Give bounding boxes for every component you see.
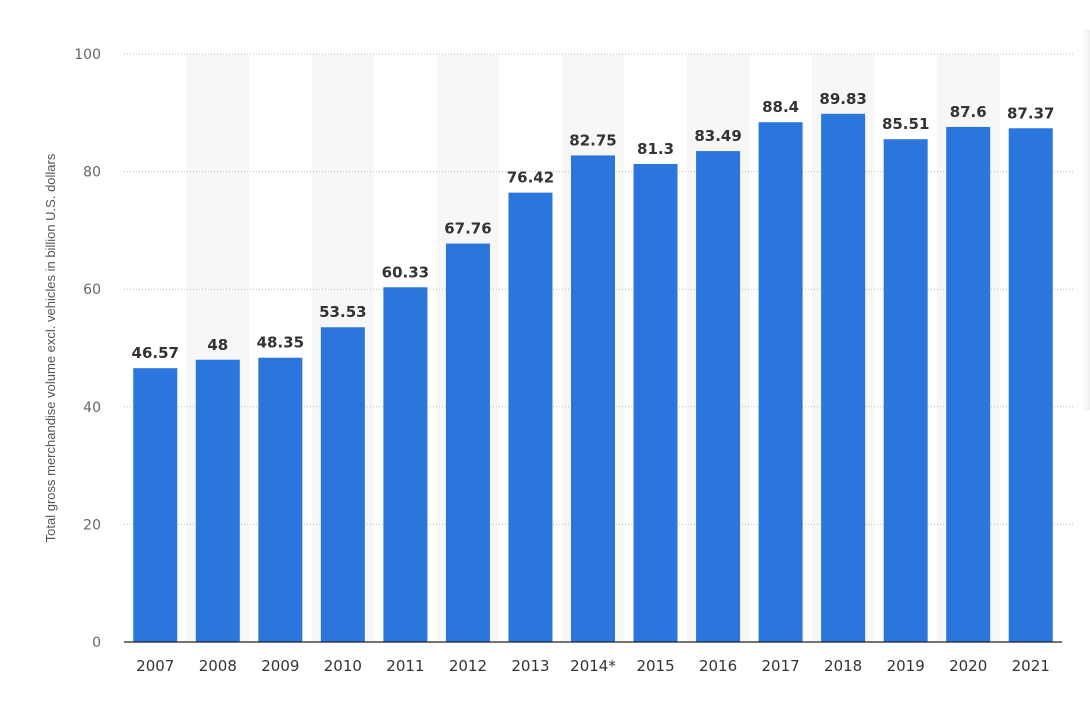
bar-value-label: 60.33	[382, 263, 429, 281]
bar-value-label: 53.53	[319, 303, 366, 321]
y-axis-title: Total gross merchandise volume excl. veh…	[43, 153, 58, 542]
y-axis-ticks: 0 20 40 60 80 100	[74, 47, 101, 651]
x-tick-label: 2016	[699, 657, 737, 675]
x-tick-label: 2015	[636, 657, 674, 675]
value-labels: 46.57 48 48.35 53.53 60.33 67.76 76.42 82.75 81.…	[132, 90, 1055, 362]
bar[interactable]	[195, 359, 240, 642]
bar[interactable]	[258, 357, 303, 642]
y-tick-label: 100	[74, 47, 101, 63]
bar[interactable]	[633, 163, 678, 642]
bar[interactable]	[133, 368, 178, 642]
bar[interactable]	[696, 151, 741, 642]
x-tick-label: 2017	[762, 657, 800, 675]
x-tick-label: 2008	[199, 657, 237, 675]
x-tick-label: 2020	[949, 657, 987, 675]
x-tick-label: 2009	[261, 657, 299, 675]
bar[interactable]	[383, 287, 428, 642]
bar[interactable]	[320, 327, 365, 642]
x-tick-label: 2021	[1012, 657, 1050, 675]
x-tick-label: 2018	[824, 657, 862, 675]
bar-value-label: 89.83	[819, 90, 866, 108]
bar-value-label: 85.51	[882, 115, 929, 133]
y-tick-label: 20	[83, 517, 101, 533]
x-tick-label: 2007	[136, 657, 174, 675]
bar[interactable]	[821, 113, 866, 642]
bar-value-label: 81.3	[637, 140, 674, 158]
y-tick-label: 0	[92, 635, 101, 651]
x-tick-label: 2014*	[570, 657, 616, 675]
bar-value-label: 76.42	[507, 169, 554, 187]
y-tick-label: 80	[83, 165, 101, 181]
bar[interactable]	[571, 155, 615, 642]
x-tick-label: 2013	[511, 657, 549, 675]
y-tick-label: 60	[83, 282, 101, 298]
bar[interactable]	[883, 139, 928, 642]
bar[interactable]	[445, 243, 490, 642]
bar[interactable]	[508, 192, 553, 643]
bar[interactable]	[1008, 128, 1053, 642]
bar-value-label: 87.6	[950, 103, 987, 121]
bar[interactable]	[758, 122, 803, 642]
bars	[133, 113, 1053, 643]
bar[interactable]	[946, 126, 991, 643]
bar-value-label: 48.35	[257, 334, 304, 352]
x-tick-label: 2012	[449, 657, 487, 675]
x-tick-label: 2010	[324, 657, 362, 675]
x-tick-label: 2011	[386, 657, 424, 675]
bar-value-label: 48	[207, 336, 228, 354]
y-tick-label: 40	[83, 400, 101, 416]
bar-value-label: 83.49	[694, 127, 741, 145]
x-tick-label: 2019	[887, 657, 925, 675]
edge-shadow	[1082, 30, 1090, 410]
bar-value-label: 82.75	[569, 131, 616, 149]
bar-value-label: 46.57	[132, 344, 179, 362]
bar-value-label: 88.4	[762, 98, 799, 116]
bar-value-label: 67.76	[444, 220, 491, 238]
bar-value-label: 87.37	[1007, 104, 1054, 122]
x-axis-labels: 2007 2008 2009 2010 2011 2012 2013 2014* 2015 201…	[136, 657, 1050, 675]
